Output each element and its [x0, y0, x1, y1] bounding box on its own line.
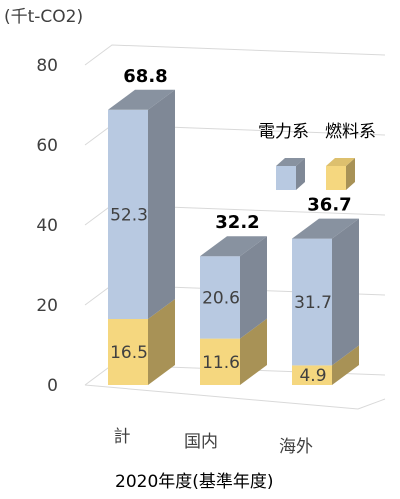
y-tick-label: 0: [47, 376, 58, 396]
power-bar-segment: [292, 218, 359, 366]
legend: 電力系 燃料系: [258, 122, 376, 190]
segment-value-label: 4.9: [299, 366, 326, 386]
fuel-bar-segment: [292, 345, 359, 385]
y-tick-label: 80: [36, 56, 58, 76]
category-label: 海外: [279, 437, 313, 457]
floor-edge: [84, 384, 386, 410]
data-labels: 0 20 40 60 80 16.5 52.3 68.8 計 11.6 20.6 32.2 国内 4.9 3…: [36, 56, 351, 457]
x-axis-title: 2020年度(基準年度): [115, 472, 274, 492]
legend-swatch-power: [276, 158, 305, 190]
legend-label-power: 電力系: [258, 122, 309, 142]
fuel-bar-segment: [108, 299, 175, 385]
segment-value-label: 52.3: [110, 205, 148, 225]
y-tick-label: 60: [36, 136, 58, 156]
power-bar-segment: [108, 89, 175, 319]
segment-value-label: 16.5: [110, 343, 148, 363]
fuel-bar-segment: [200, 318, 267, 385]
category-label: 計: [114, 427, 131, 447]
legend-swatch-fuel: [326, 158, 355, 190]
bars: [108, 89, 359, 385]
power-bar-segment: [200, 236, 267, 339]
segment-value-label: 20.6: [202, 288, 240, 308]
y-tick-label: 40: [36, 216, 58, 236]
segment-value-label: 31.7: [294, 293, 332, 313]
category-label: 国内: [184, 432, 218, 452]
segment-value-label: 11.6: [202, 353, 240, 373]
total-value-label: 36.7: [307, 195, 351, 216]
unit-label: (千t-CO2): [4, 7, 83, 27]
legend-label-fuel: 燃料系: [325, 122, 376, 142]
total-value-label: 68.8: [123, 66, 167, 87]
total-value-label: 32.2: [215, 212, 259, 233]
gridline: [84, 44, 386, 66]
y-tick-label: 20: [36, 296, 58, 316]
